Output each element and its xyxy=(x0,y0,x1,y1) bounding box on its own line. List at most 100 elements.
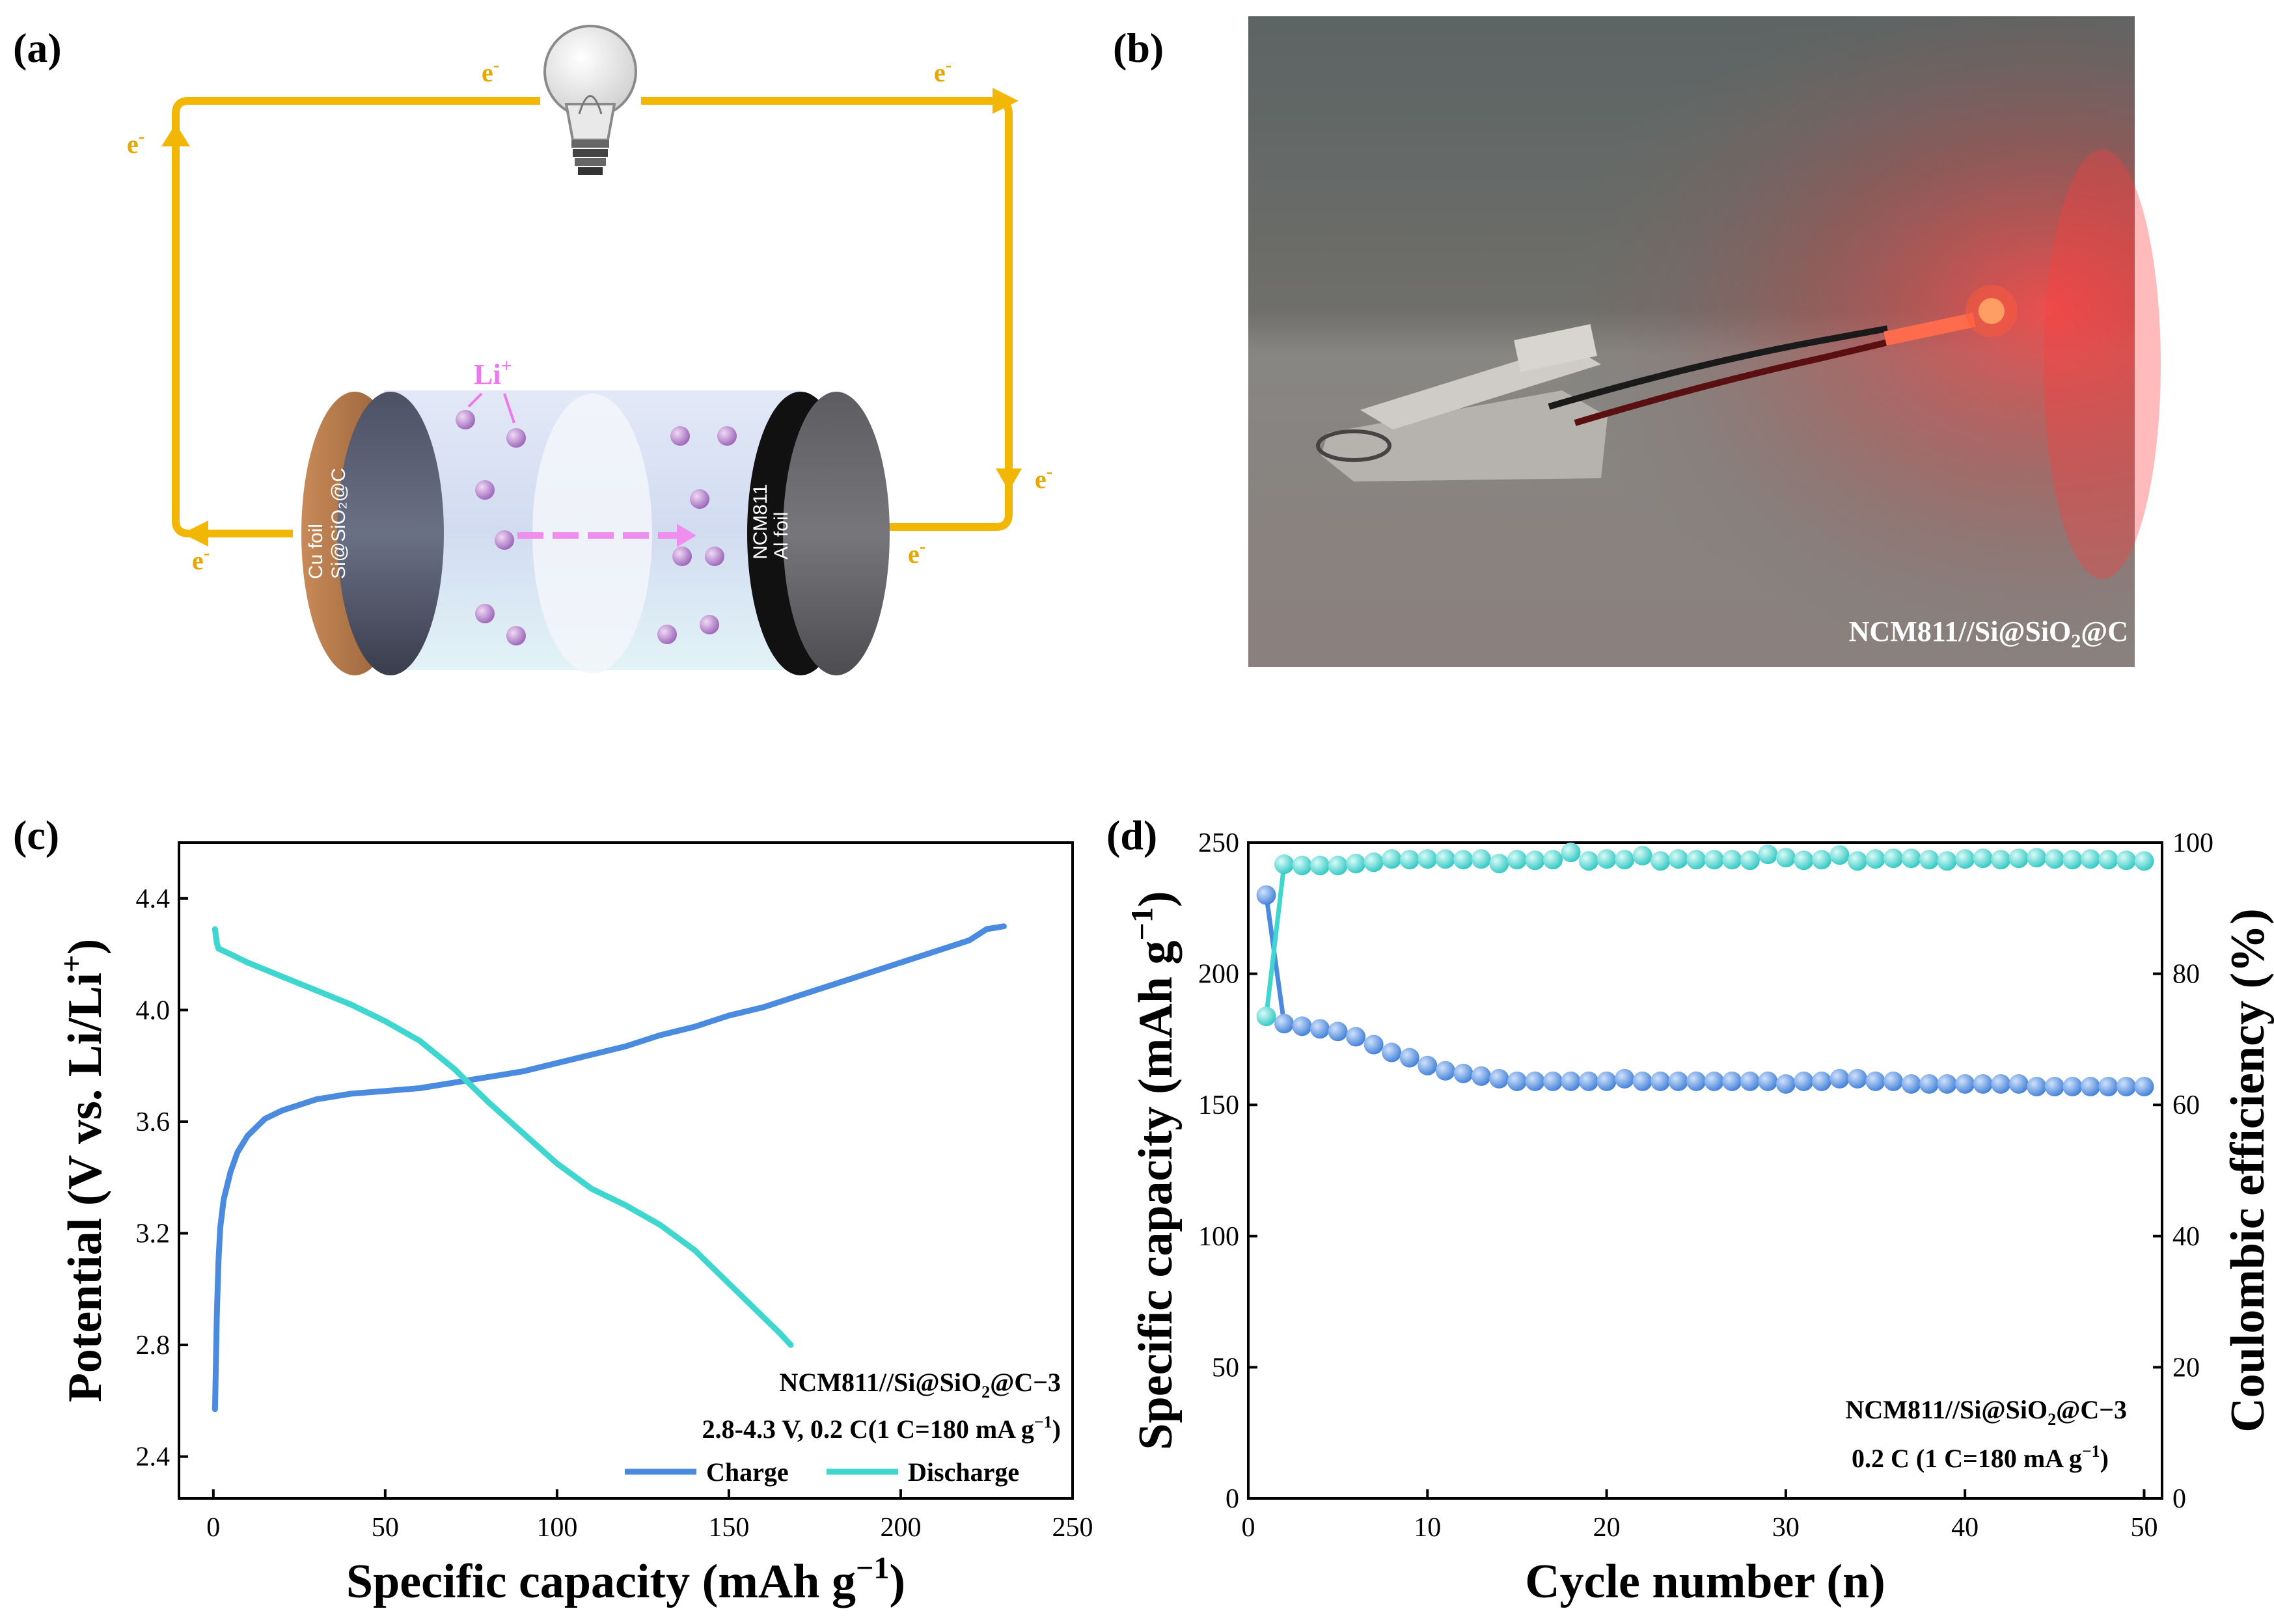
li-ion xyxy=(690,489,709,509)
ce-point xyxy=(1489,854,1509,874)
ce-point xyxy=(1615,850,1635,870)
ce-point xyxy=(1453,850,1473,870)
red-wire xyxy=(1574,338,1892,426)
capacity-point xyxy=(1489,1068,1509,1089)
panel-d-label: (d) xyxy=(1106,812,1157,858)
capacity-point xyxy=(1829,1068,1850,1089)
ce-point xyxy=(1758,845,1778,865)
ce-point xyxy=(1292,856,1312,876)
x-tick-label: 0 xyxy=(206,1513,220,1543)
capacity-point xyxy=(1901,1074,1921,1094)
capacity-point xyxy=(1775,1074,1796,1094)
light-bulb-icon xyxy=(543,25,637,175)
capacity-point xyxy=(1937,1074,1957,1094)
capacity-point xyxy=(1704,1071,1724,1091)
ce-point xyxy=(1579,851,1599,871)
x-axis-title: Cycle number (n) xyxy=(1525,1555,1885,1608)
panel-b: (b) NCM811//Si@SiO2@C xyxy=(1113,16,2161,667)
li-ion xyxy=(506,626,526,645)
ce-point xyxy=(1256,1007,1276,1027)
legend-label-discharge: Discharge xyxy=(908,1457,1019,1487)
capacity-point xyxy=(1382,1042,1402,1062)
y-axis-title: Specific capacity (mAh g−1) xyxy=(1125,891,1183,1450)
ce-point xyxy=(2080,849,2100,869)
y2-tick-label: 0 xyxy=(2172,1484,2186,1514)
ce-point xyxy=(1651,851,1671,871)
arrow-up-left xyxy=(161,124,190,146)
ce-point xyxy=(2062,850,2083,870)
x-tick-label: 30 xyxy=(1772,1513,1800,1543)
x-tick-label: 150 xyxy=(708,1513,749,1543)
led-glow-wall xyxy=(2044,150,2161,579)
capacity-point xyxy=(1435,1061,1455,1081)
ce-point xyxy=(1596,849,1617,869)
capacity-point xyxy=(1651,1071,1671,1091)
ce-point xyxy=(1973,848,1993,869)
left-wire xyxy=(172,97,540,537)
cu-foil-label: Cu foil xyxy=(305,524,327,579)
capacity-point xyxy=(1453,1063,1473,1083)
capacity-point xyxy=(2027,1076,2047,1096)
led-glow xyxy=(1248,16,2135,667)
ce-point xyxy=(2116,850,2136,871)
x-tick-label: 200 xyxy=(880,1513,921,1543)
capacity-point xyxy=(1991,1074,2011,1094)
li-ion xyxy=(705,547,724,566)
capacity-point xyxy=(1865,1071,1885,1091)
annotation-line-1: NCM811//Si@SiO2@C−3 xyxy=(780,1368,1061,1401)
electron-label-top-right: e- xyxy=(934,55,952,87)
ce-point xyxy=(1346,854,1366,874)
ce-point xyxy=(1525,850,1545,871)
capacity-point xyxy=(1758,1071,1778,1091)
x-tick-label: 40 xyxy=(1951,1513,1979,1543)
arrow-down-right xyxy=(996,468,1022,491)
battery-clip xyxy=(1316,324,1608,481)
ce-point xyxy=(2098,850,2118,870)
capacity-point xyxy=(1955,1074,1975,1094)
capacity-point xyxy=(1418,1055,1438,1076)
x-tick-label: 10 xyxy=(1414,1513,1441,1543)
li-ion-label: Li+ xyxy=(474,355,512,390)
capacity-point xyxy=(1668,1071,1688,1091)
capacity-point xyxy=(1794,1071,1814,1091)
ce-point xyxy=(1543,850,1563,870)
capacity-point xyxy=(2062,1076,2083,1096)
electron-label-bottom-left: e- xyxy=(192,543,210,575)
x-axis-title: Specific capacity (mAh g−1) xyxy=(346,1550,905,1608)
ce-point xyxy=(1328,856,1348,876)
ce-point xyxy=(2008,848,2029,869)
series-line-discharge xyxy=(212,926,794,1348)
y-tick-label: 100 xyxy=(1198,1222,1239,1252)
y2-tick-label: 60 xyxy=(2172,1090,2200,1120)
y-tick-label: 2.4 xyxy=(136,1442,171,1472)
capacity-point xyxy=(1507,1071,1527,1091)
annotation-line-1: NCM811//Si@SiO2@C−3 xyxy=(1846,1395,2127,1429)
capacity-point xyxy=(2116,1076,2136,1096)
battery-cylinder: Cu foil Si@SiO₂@C NCM811 Al foil xyxy=(301,355,890,675)
li-migration-arrowhead xyxy=(677,524,696,547)
ce-point xyxy=(1382,849,1402,869)
ce-first-segment xyxy=(1264,863,1287,1017)
ce-point xyxy=(1865,849,1885,869)
ce-point xyxy=(1686,850,1706,870)
y2-tick-label: 40 xyxy=(2172,1222,2200,1252)
ce-point xyxy=(1955,849,1975,869)
panel-d: (d) 0 10 20 30 40 50 0 50 100 150 200 250 0 20 40 60 80 1… xyxy=(1106,812,2274,1608)
capacity-point xyxy=(2080,1076,2100,1096)
x-tick-label: 250 xyxy=(1052,1513,1093,1543)
li-ion xyxy=(456,410,475,429)
li-ion xyxy=(670,426,690,446)
capacity-point xyxy=(1328,1022,1348,1042)
electron-label-right: e- xyxy=(1035,462,1052,494)
ce-point xyxy=(1435,849,1455,869)
y-tick-label: 0 xyxy=(1226,1484,1239,1514)
ce-point xyxy=(2027,848,2047,868)
x-tick-label: 0 xyxy=(1242,1513,1255,1543)
electron-label-bottom-right: e- xyxy=(908,537,925,569)
li-ion xyxy=(475,604,495,623)
capacity-point xyxy=(1399,1048,1419,1068)
ce-point xyxy=(1829,845,1850,865)
ce-point xyxy=(1937,851,1957,871)
ce-point xyxy=(1632,846,1652,866)
black-wire xyxy=(1548,325,1888,410)
